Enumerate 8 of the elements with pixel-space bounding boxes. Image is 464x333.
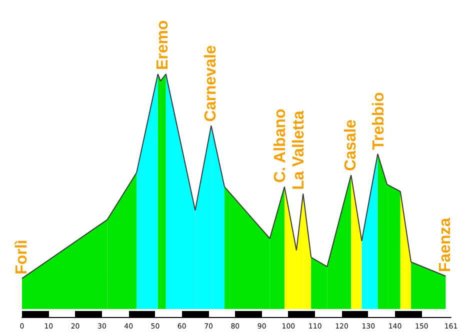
annotation: Casale	[342, 119, 360, 172]
annotation: Forlì	[14, 240, 30, 274]
annotation: Carnevale	[202, 45, 220, 122]
annotation: C. Albano	[272, 108, 289, 183]
annotation: Trebbio	[370, 92, 388, 150]
annotation: La Valletta	[290, 110, 308, 190]
annotation: Faenza	[437, 218, 454, 272]
annotation: Eremo	[154, 20, 172, 70]
